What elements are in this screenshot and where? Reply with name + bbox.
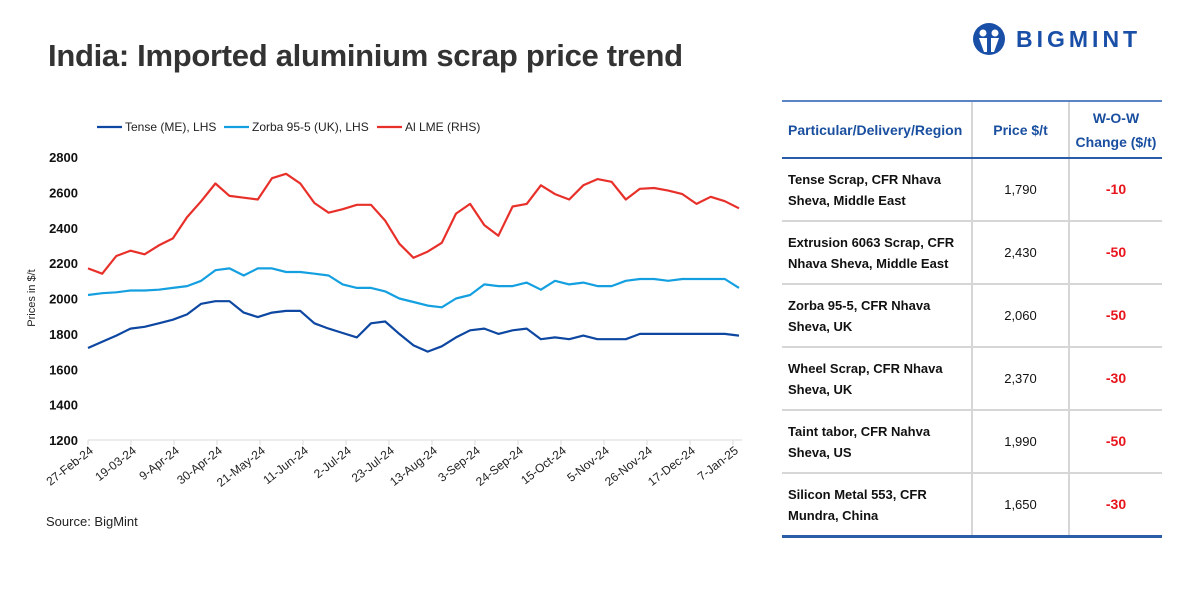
item-cell: Zorba 95-5, CFR Nhava Sheva, UK — [782, 284, 972, 348]
x-tick-label: 13-Aug-24 — [387, 443, 440, 489]
line-chart: Tense (ME), LHS Zorba 95-5 (UK), LHS Al LM… — [26, 120, 742, 490]
source-note: Source: BigMint — [46, 514, 138, 529]
price-cell: 2,430 — [971, 221, 1069, 285]
header-particular: Particular/Delivery/Region — [782, 100, 972, 159]
x-tick-label: 27-Feb-24 — [44, 443, 97, 488]
change-cell: -50 — [1068, 410, 1162, 474]
item-cell: Silicon Metal 553, CFR Mundra, China — [782, 473, 972, 538]
table-row: Wheel Scrap, CFR Nhava Sheva, UK 2,370 -30 — [782, 347, 1162, 411]
x-axis: 27-Feb-2419-03-249-Apr-2430-Apr-2421-May… — [44, 439, 742, 490]
y-axis: 1200 1400 1600 1800 2000 2200 2400 2600 2800 — [49, 150, 78, 448]
y-tick-label: 1600 — [49, 362, 78, 377]
table-row: Zorba 95-5, CFR Nhava Sheva, UK 2,060 -50 — [782, 284, 1162, 348]
legend-label: Al LME (RHS) — [405, 120, 480, 134]
change-cell: -30 — [1068, 347, 1162, 411]
x-tick-label: 24-Sep-24 — [473, 443, 526, 489]
price-cell: 2,060 — [971, 284, 1069, 348]
y-tick-label: 2200 — [49, 256, 78, 271]
price-cell: 2,370 — [971, 347, 1069, 411]
bigmint-logo: BIGMINT — [972, 22, 1141, 56]
item-cell: Taint tabor, CFR Nahva Sheva, US — [782, 410, 972, 474]
price-cell: 1,790 — [971, 158, 1069, 222]
change-cell: -50 — [1068, 284, 1162, 348]
table-row: Extrusion 6063 Scrap, CFR Nhava Sheva, M… — [782, 221, 1162, 285]
table-row: Tense Scrap, CFR Nhava Sheva, Middle Eas… — [782, 158, 1162, 222]
item-cell: Extrusion 6063 Scrap, CFR Nhava Sheva, M… — [782, 221, 972, 285]
header-change: W-O-W Change ($/t) — [1068, 100, 1162, 159]
x-tick-label: 7-Jan-25 — [695, 443, 741, 483]
y-tick-label: 2400 — [49, 221, 78, 236]
price-cell: 1,650 — [971, 473, 1069, 538]
y-tick-label: 1200 — [49, 433, 78, 448]
series-line-0 — [87, 300, 740, 353]
y-tick-label: 2800 — [49, 150, 78, 165]
x-tick-label: 21-May-24 — [214, 443, 268, 490]
legend-label: Tense (ME), LHS — [125, 120, 216, 134]
x-tick-label: 2-Jul-24 — [311, 443, 354, 481]
x-tick-label: 15-Oct-24 — [518, 443, 569, 487]
x-tick-label: 19-03-24 — [92, 443, 139, 484]
table-header-row: Particular/Delivery/Region Price $/t W-O… — [782, 100, 1162, 159]
y-axis-title: Prices in $/t — [26, 269, 38, 326]
series-line-1 — [87, 267, 740, 309]
y-tick-label: 2600 — [49, 185, 78, 200]
change-cell: -10 — [1068, 158, 1162, 222]
header-price: Price $/t — [971, 100, 1069, 159]
price-table: Particular/Delivery/Region Price $/t W-O… — [782, 100, 1162, 538]
y-tick-label: 2000 — [49, 292, 78, 307]
page-title: India: Imported aluminium scrap price tr… — [48, 38, 683, 73]
x-tick-label: 17-Dec-24 — [645, 443, 698, 489]
logo-text: BIGMINT — [1016, 25, 1142, 52]
change-cell: -30 — [1068, 473, 1162, 538]
legend: Tense (ME), LHS Zorba 95-5 (UK), LHS Al LM… — [97, 120, 480, 134]
series-line-2 — [87, 172, 740, 275]
legend-label: Zorba 95-5 (UK), LHS — [252, 120, 369, 134]
price-cell: 1,990 — [971, 410, 1069, 474]
bigmint-logo-icon — [973, 23, 1005, 55]
table-row: Silicon Metal 553, CFR Mundra, China 1,65… — [782, 473, 1162, 538]
item-cell: Tense Scrap, CFR Nhava Sheva, Middle Eas… — [782, 158, 972, 222]
item-cell: Wheel Scrap, CFR Nhava Sheva, UK — [782, 347, 972, 411]
y-tick-label: 1800 — [49, 327, 78, 342]
table-row: Taint tabor, CFR Nahva Sheva, US 1,990 -50 — [782, 410, 1162, 474]
change-cell: -50 — [1068, 221, 1162, 285]
series-lines — [87, 172, 740, 353]
x-tick-label: 11-Jun-24 — [260, 443, 311, 487]
y-tick-label: 1400 — [49, 398, 78, 413]
